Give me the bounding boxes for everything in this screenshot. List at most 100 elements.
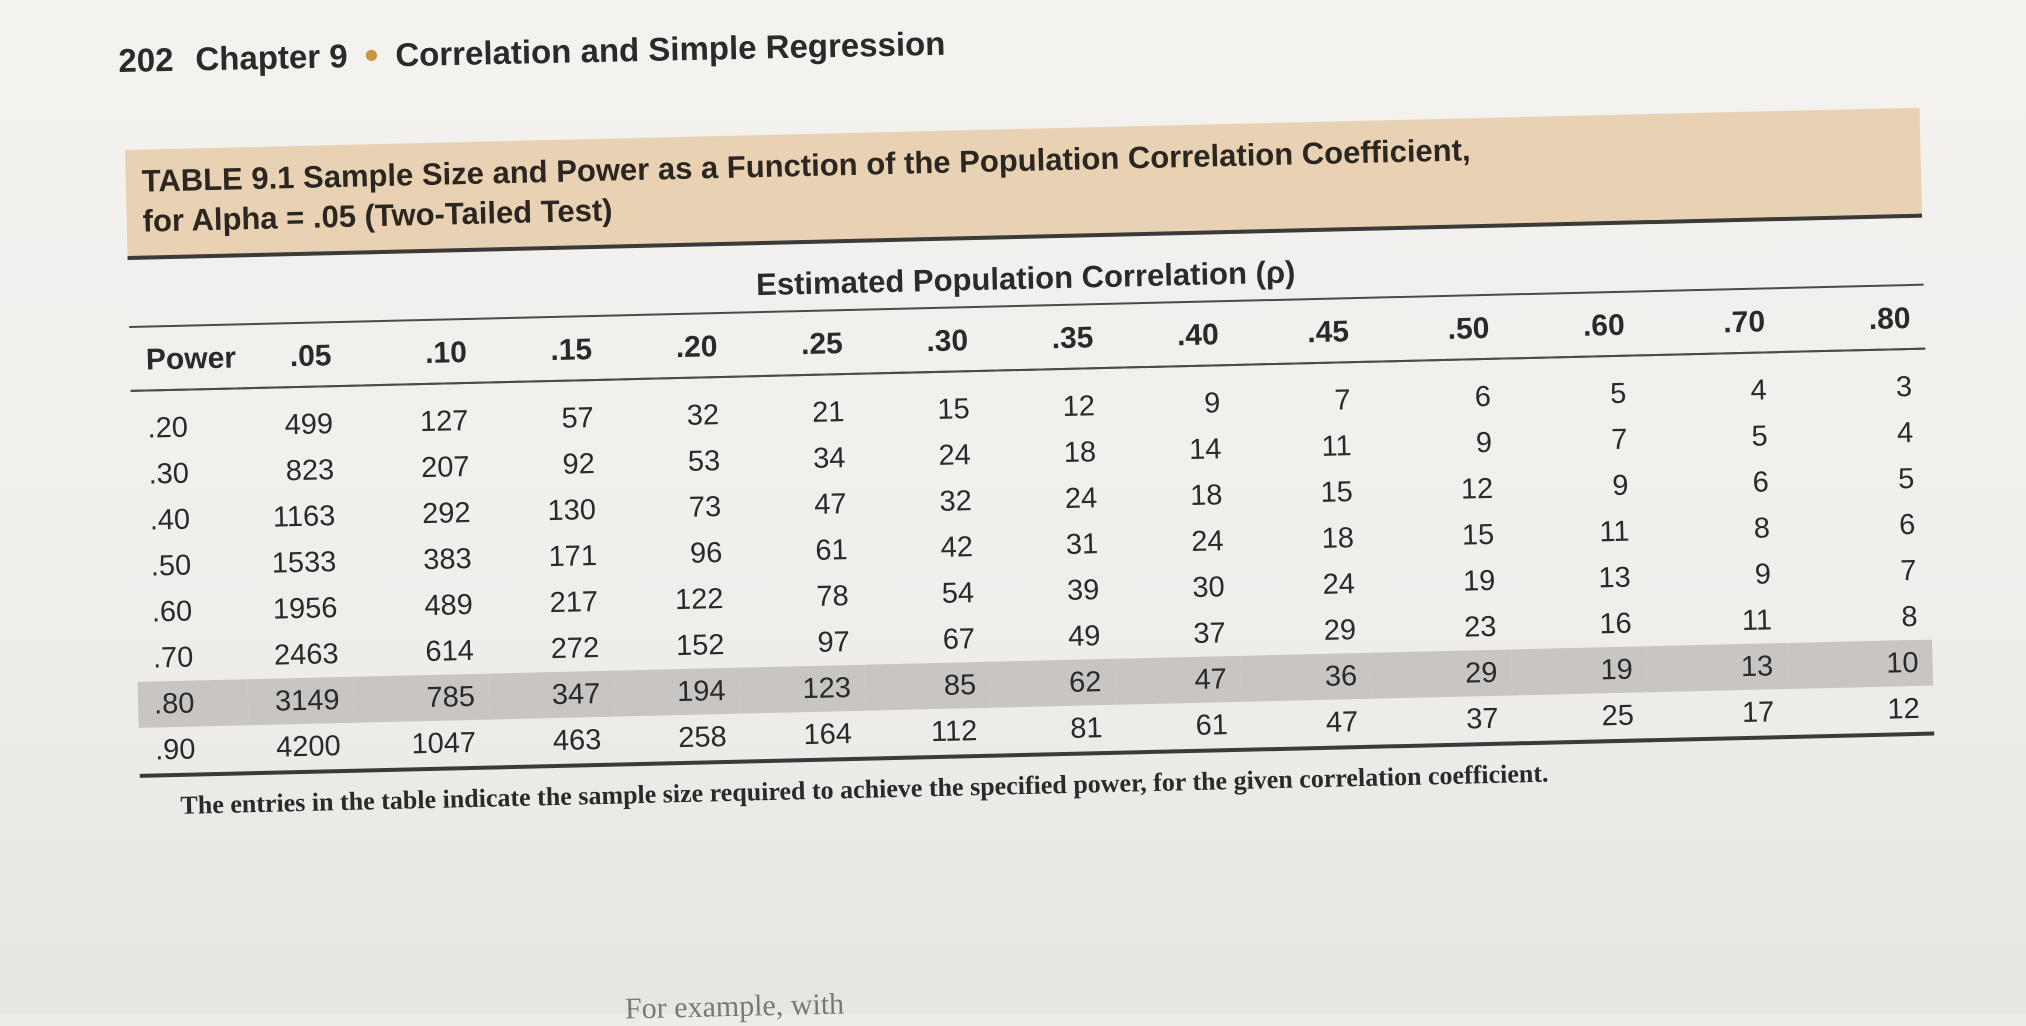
- column-header: .35: [1051, 321, 1094, 356]
- table-cell: 122: [674, 582, 724, 616]
- table-cell: 11: [1741, 603, 1773, 637]
- column-header-power: Power: [145, 341, 237, 377]
- table-cell: 4200: [275, 729, 342, 764]
- table-caption: TABLE 9.1 Sample Size and Power as a Fun…: [141, 122, 1842, 242]
- table-cell: 2463: [273, 637, 339, 672]
- table-cell: 18: [1063, 435, 1097, 469]
- table-cell: 47: [1114, 655, 1242, 705]
- table-cell: 61: [1195, 708, 1229, 742]
- table-cell: 29: [1323, 613, 1357, 647]
- table-cell: 37: [1465, 702, 1499, 736]
- table-cell: 6: [1752, 465, 1770, 499]
- table-cell: 9: [1611, 469, 1629, 502]
- table-cell: 383: [422, 542, 473, 576]
- table-cell: 9: [1754, 557, 1772, 591]
- column-header: .05: [289, 339, 332, 374]
- table-cell: 57: [561, 401, 595, 435]
- table-cell: 6: [1898, 508, 1916, 541]
- column-header: .15: [550, 333, 593, 368]
- table-cell: 5: [1751, 419, 1769, 453]
- table-cell: 24: [1064, 481, 1098, 515]
- table-cell: 15: [1320, 475, 1354, 509]
- table-cell: 7: [1610, 423, 1628, 456]
- data-table: Power .05 .10 .15 .20 .25 .30 .35 .40 .4…: [129, 285, 1934, 774]
- table-cell: 258: [677, 720, 728, 754]
- table-cell: 31: [1065, 527, 1099, 561]
- table-cell: 9: [1475, 426, 1493, 459]
- table-cell: 1956: [272, 591, 338, 626]
- power-cell: .70: [152, 641, 194, 674]
- table-cell: 25: [1601, 699, 1635, 732]
- table-cell: 3: [1895, 370, 1913, 403]
- column-header: .45: [1306, 315, 1350, 350]
- table-cell: 34: [812, 441, 846, 475]
- table-cell: 499: [284, 407, 334, 441]
- table-cell: 13: [1646, 642, 1788, 693]
- table-cell: 5: [1609, 377, 1627, 410]
- table-cell: 5: [1897, 462, 1915, 495]
- power-cell: .90: [154, 733, 196, 766]
- table-cell: 30: [1191, 570, 1225, 604]
- table-cell: 42: [940, 530, 974, 564]
- running-head: 202 Chapter 9 ● Correlation and Simple Regr…: [118, 25, 946, 80]
- table-cell: 1047: [411, 726, 477, 760]
- table-cell: 614: [425, 634, 475, 668]
- table-cell: 194: [613, 667, 741, 717]
- table-cell: 32: [939, 484, 973, 518]
- table-cell: 49: [1067, 619, 1101, 653]
- table-cell: 12: [1062, 389, 1096, 423]
- table-cell: 96: [689, 536, 723, 570]
- table-cell: 489: [424, 588, 474, 622]
- table-cell: 24: [1322, 567, 1356, 601]
- chapter-label: Chapter 9: [195, 37, 349, 78]
- table-cell: 61: [814, 533, 848, 567]
- power-cell: .20: [147, 411, 189, 445]
- table-cell: 15: [1461, 518, 1495, 552]
- table-cell: 14: [1188, 432, 1222, 466]
- table-cell: 78: [816, 579, 850, 613]
- table-cell: 217: [549, 585, 599, 619]
- table-cell: 164: [803, 717, 853, 751]
- table-cell: 1163: [272, 499, 336, 534]
- table-cell: 8: [1753, 511, 1771, 545]
- table-cell: 32: [686, 398, 720, 432]
- table-cell: 7: [1899, 554, 1917, 587]
- table-cell: 81: [1069, 711, 1103, 745]
- table-cell: 3149: [247, 676, 355, 726]
- table-cell: 292: [421, 496, 471, 530]
- column-header: .40: [1176, 318, 1220, 353]
- table-cell: 463: [552, 723, 602, 757]
- table-cell: 54: [941, 576, 975, 610]
- table-cell: 10: [1786, 639, 1934, 689]
- table-cell: 9: [1203, 386, 1221, 420]
- table-cell: 18: [1321, 521, 1355, 555]
- table-cell: 24: [938, 438, 972, 472]
- page-number: 202: [118, 40, 174, 79]
- table-cell: 47: [1325, 705, 1359, 739]
- table-cell: 37: [1193, 616, 1227, 650]
- table-cell: 73: [688, 490, 722, 524]
- table-cell: 152: [675, 628, 725, 662]
- body-text-partial: For example, with: [624, 987, 845, 1026]
- table-cell: 8: [1900, 600, 1918, 633]
- table-cell: 823: [285, 453, 335, 487]
- table-9-1: TABLE 9.1 Sample Size and Power as a Fun…: [125, 107, 1935, 822]
- table-cell: 18: [1189, 478, 1223, 512]
- column-header: .50: [1447, 311, 1490, 346]
- table-cell: 171: [548, 539, 598, 573]
- table-cell: 4: [1750, 373, 1768, 407]
- table-cell: 347: [488, 670, 615, 720]
- table-cell: 130: [547, 493, 597, 527]
- table-cell: 17: [1741, 695, 1775, 729]
- table-cell: 29: [1370, 649, 1513, 699]
- table-cell: 7: [1334, 383, 1351, 417]
- column-header: .20: [675, 330, 718, 365]
- power-cell: .30: [148, 457, 190, 491]
- table-cell: 207: [420, 450, 470, 484]
- table-cell: 24: [1190, 524, 1224, 558]
- column-header: .25: [800, 327, 844, 362]
- table-cell: 12: [1887, 692, 1921, 726]
- table-cell: 39: [1066, 573, 1100, 607]
- column-header: .80: [1868, 301, 1911, 336]
- power-cell: .80: [137, 679, 249, 728]
